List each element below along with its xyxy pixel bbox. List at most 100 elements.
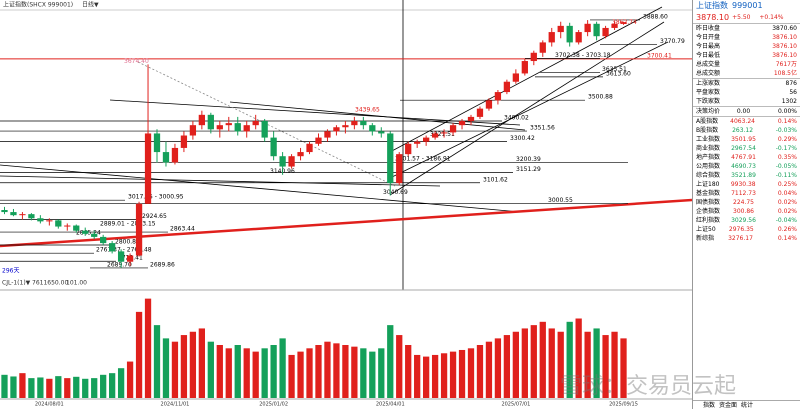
volume-bar [530, 325, 537, 398]
index-pct: 0.14% [777, 118, 797, 125]
candle-body [19, 214, 26, 216]
x-tick-label: 2025/07/01 [501, 402, 530, 408]
volume-bar [485, 341, 493, 398]
volume-bar [10, 376, 17, 398]
volume-bar [503, 335, 511, 398]
quote-row: 昨日收盘 3870.60 [693, 24, 800, 33]
candle-body [342, 125, 349, 128]
level-label: 3888.60 [643, 13, 668, 20]
level-label: 3702.38 - 3703.18 [555, 52, 611, 59]
index-label: 工业指数 [696, 136, 721, 143]
candle-body [521, 61, 528, 74]
avg-value: 0.00 [736, 108, 751, 115]
volume-bar [270, 345, 277, 398]
breadth-row: 下跌家数 1302 [693, 97, 800, 106]
candle-body [566, 25, 573, 43]
volume-bar [37, 377, 44, 398]
volume-bar [369, 351, 376, 398]
candle-body [55, 220, 62, 227]
volume-bar [315, 345, 322, 398]
tab[interactable]: 指数 [703, 402, 716, 409]
chart: 上证指数(SHCX 999001) 日线▼ 296天 CJL-1(1)▼ 761… [0, 0, 692, 408]
index-value: 2976.35 [728, 226, 754, 233]
volume-bar [144, 298, 152, 398]
level-label: 3635.51 [602, 66, 627, 73]
index-row: 新综指 3276.17 0.14% [693, 234, 800, 243]
candle-body [189, 125, 197, 136]
index-label: A股指数 [696, 118, 719, 125]
separator [693, 78, 800, 79]
volume-bar [449, 351, 457, 398]
index-pct: 0.29% [777, 136, 797, 143]
volume-bar [512, 331, 519, 398]
candle-body [449, 125, 457, 133]
volume-bar [548, 328, 555, 398]
candle-body [234, 123, 241, 132]
level-label: 3321.51 [430, 131, 455, 138]
index-value: 4690.73 [731, 163, 756, 170]
separator [693, 106, 800, 107]
volume-bar [476, 345, 484, 398]
candle-body [37, 218, 44, 222]
volume-bar [198, 328, 205, 398]
quote-row: 今日最高 3876.10 [693, 42, 800, 51]
index-value: 4767.91 [731, 154, 756, 161]
candle-body [117, 251, 125, 262]
index-label: 上证50 [696, 226, 716, 233]
volume-bar [333, 343, 340, 398]
level-label: 3151.29 [516, 166, 541, 173]
volume-bar [73, 376, 80, 398]
index-pct: 0.26% [777, 226, 797, 233]
index-row: 地产指数 4767.91 0.35% [693, 153, 800, 162]
volume-bar [100, 374, 107, 398]
index-label: 综合指数 [696, 172, 721, 179]
volume-bar [306, 348, 313, 398]
tab[interactable]: 资金面 [719, 402, 738, 409]
quote-panel: 上证指数 999001 3878.10 +5.50 +0.14% 昨日收盘 3870.60 今… [692, 0, 800, 409]
volume-bar [234, 345, 241, 398]
volume-bar [288, 354, 295, 398]
level-label: 2924.65 [142, 213, 167, 220]
level-label: 2761.37 - 2760.48 [96, 247, 152, 254]
level-label: 3017.45 - 3000.95 [128, 194, 184, 201]
index-value: 9930.38 [730, 181, 756, 188]
volume-bar [620, 338, 627, 398]
candle-body [279, 156, 286, 167]
volume-bar [55, 376, 62, 398]
index-pct: 0.25% [777, 181, 797, 188]
level-label: 3700.41 [647, 52, 672, 59]
period[interactable]: 日线▼ [82, 1, 99, 9]
tab[interactable]: 统计 [741, 402, 754, 409]
x-tick-label: 2024/08/01 [35, 402, 64, 408]
breadth-value: 1302 [781, 98, 797, 105]
volume-bar [602, 335, 609, 398]
level-label: 3201.57 - 3186.91 [395, 156, 451, 163]
quote-row: 总成交量 7617万 [693, 60, 800, 69]
x-tick-label: 2024/11/01 [161, 402, 190, 408]
candle-body [216, 125, 223, 130]
separator [693, 116, 800, 117]
volume-bar [324, 341, 331, 398]
quote-row: 今日最低 3876.10 [693, 51, 800, 60]
index-label: 公用指数 [696, 163, 721, 170]
volume-bar [360, 348, 367, 398]
candle-body [126, 255, 134, 262]
candle-body [324, 131, 331, 138]
volume-bar [252, 351, 259, 398]
candle-body [405, 143, 412, 155]
index-value: 263.12 [732, 127, 754, 134]
index-pct: -0.04% [775, 217, 797, 224]
level-label: 2889.01 - 2863.15 [100, 220, 156, 227]
level-label: 2689.86 [150, 261, 175, 268]
breadth-value: 56 [789, 89, 797, 96]
level-label: 3101.62 [483, 176, 508, 183]
index-pct: -0.05% [775, 163, 797, 170]
breadth-row: 上涨家数 876 [693, 79, 800, 88]
volume-bar [539, 321, 546, 398]
breadth-label: 下跌家数 [696, 98, 721, 105]
volume-bar [126, 361, 134, 398]
volume-bar [46, 378, 53, 398]
level-label: 2689.70 [107, 261, 132, 268]
candle-body [100, 236, 107, 244]
